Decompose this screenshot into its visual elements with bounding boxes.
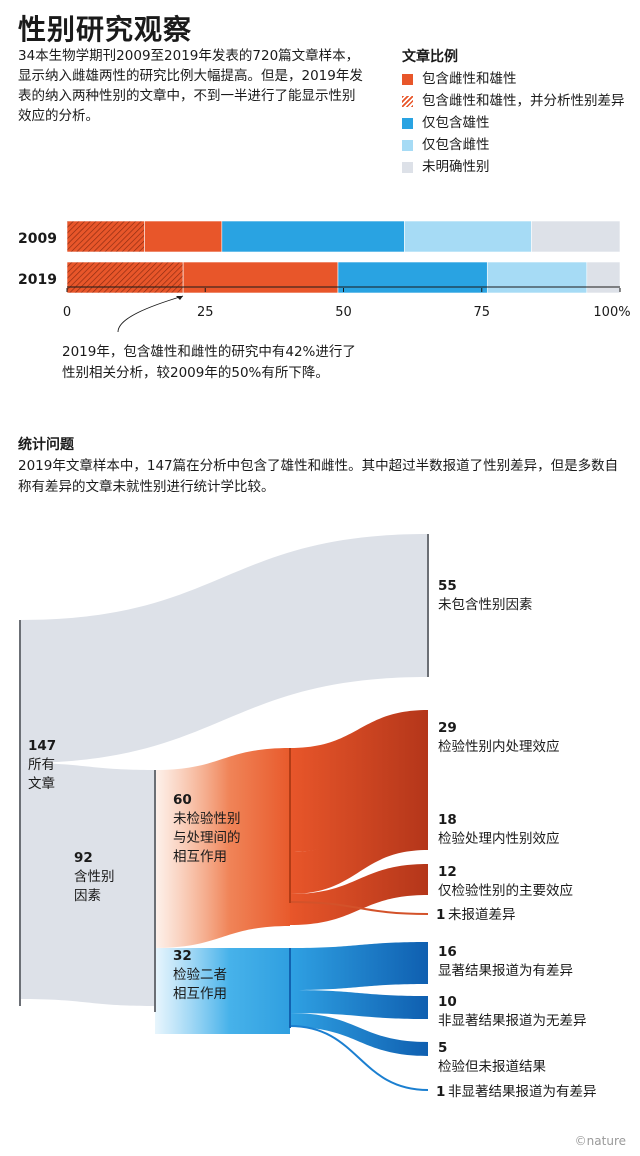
sankey-node-value: 147 xyxy=(28,738,56,754)
sankey-node-value: 60 xyxy=(173,792,192,808)
sankey-link-a2 xyxy=(290,808,428,894)
legend-swatch xyxy=(402,162,413,173)
annotation-line: 2019年，包含雄性和雌性的研究中有42%进行了 xyxy=(62,344,356,360)
sankey-label-line: 相互作用 xyxy=(173,986,227,1002)
sankey-node-value: 1 xyxy=(436,1084,445,1100)
legend-label: 仅包含雌性 xyxy=(422,137,490,153)
sankey-link-unincluded xyxy=(20,534,428,763)
sankey-node-label: 检验但未报道结果 xyxy=(438,1059,546,1075)
sankey-link-b2 xyxy=(290,990,428,1019)
sankey-node-label: 检验处理内性别效应 xyxy=(438,830,560,847)
sankey-link-a4 xyxy=(289,901,429,915)
sankey-label-line: 检验性别内处理效应 xyxy=(438,738,560,755)
bar-segment xyxy=(221,220,405,253)
bar-segment xyxy=(66,261,184,294)
sankey-node-value: 29 xyxy=(438,720,457,736)
sankey-link-b3 xyxy=(290,1013,428,1056)
sankey-node-value: 1 xyxy=(436,907,445,923)
legend-label: 包含雌性和雄性，并分析性别差异 xyxy=(422,93,625,109)
x-tick-label: 100% xyxy=(593,305,630,320)
sankey-link-interaction xyxy=(155,948,290,1034)
sankey-node-label: 含性别因素 xyxy=(74,869,115,904)
sankey-node-label: 未检验性别与处理间的相互作用 xyxy=(173,811,241,865)
sankey-link-b1 xyxy=(290,942,428,990)
x-tick-label: 0 xyxy=(63,305,71,320)
sankey-label-line: 未包含性别因素 xyxy=(438,597,533,613)
sankey-link-no-interaction xyxy=(155,748,290,948)
sankey-node-label: 非显著结果报道为无差异 xyxy=(438,1013,587,1029)
legend-item: 包含雌性和雄性，并分析性别差异 xyxy=(402,92,632,111)
nature-credit: ©nature xyxy=(574,1134,626,1148)
sankey-node-value: 92 xyxy=(74,850,93,866)
sankey-label-line: 因素 xyxy=(74,888,101,904)
legend-swatch xyxy=(402,96,413,107)
bar-category-label: 2009 xyxy=(18,231,57,247)
sankey-label-line: 未检验性别 xyxy=(173,811,241,827)
bar-segment xyxy=(586,261,621,294)
sankey-node-label: 仅检验性别的主要效应 xyxy=(438,882,573,899)
section-subtitle: 2019年文章样本中，147篇在分析中包含了雄性和雌性。其中超过半数报道了性别差… xyxy=(18,458,619,495)
x-tick-label: 50 xyxy=(335,305,352,320)
sankey-label-line: 检验二者 xyxy=(173,967,227,983)
sankey-label-line: 文章 xyxy=(28,775,55,792)
annotation-text: 2019年，包含雄性和雌性的研究中有42%进行了性别相关分析，较2009年的50… xyxy=(62,344,356,381)
section-title: 统计问题 xyxy=(18,437,74,453)
bar-segment xyxy=(486,261,588,294)
sankey-label-line: 相互作用 xyxy=(173,849,227,865)
bar-segment xyxy=(182,261,339,294)
sankey-node-value: 5 xyxy=(438,1040,447,1056)
legend-label: 仅包含雄性 xyxy=(422,115,490,131)
legend-item: 仅包含雌性 xyxy=(402,136,632,155)
bar-segment xyxy=(66,220,145,253)
legend-swatch xyxy=(402,74,413,85)
sankey-label-line: 检验处理内性别效应 xyxy=(438,830,560,847)
x-tick-label: 25 xyxy=(197,305,214,320)
sankey-node-value: 12 xyxy=(438,864,457,880)
sankey-node-label: 未报道差异 xyxy=(448,907,516,923)
legend-swatch xyxy=(402,118,413,129)
legend-label: 包含雌性和雄性 xyxy=(422,71,517,87)
sankey-node-value: 10 xyxy=(438,994,457,1010)
sankey-node-label: 检验性别内处理效应 xyxy=(438,738,560,755)
legend-item: 仅包含雄性 xyxy=(402,114,632,133)
intro-text: 34本生物学期刊2009至2019年发表的720篇文章样本，显示纳入雌雄两性的研… xyxy=(18,48,363,124)
sankey-node-label: 非显著结果报道为有差异 xyxy=(448,1084,597,1100)
legend-label: 未明确性别 xyxy=(422,159,490,175)
sankey-node-label: 显著结果报道为有差异 xyxy=(438,963,573,979)
sankey-node-value: 55 xyxy=(438,578,457,594)
sankey-node-value: 32 xyxy=(173,948,192,964)
x-tick-label: 75 xyxy=(473,305,490,320)
sankey-label-line: 仅检验性别的主要效应 xyxy=(438,882,573,899)
sankey-link-a3 xyxy=(290,864,428,925)
sankey-node-label: 检验二者相互作用 xyxy=(173,967,227,1002)
bar-category-label: 2019 xyxy=(18,272,57,288)
annotation-line: 性别相关分析，较2009年的50%有所下降。 xyxy=(62,365,329,381)
sankey-label-line: 含性别 xyxy=(74,869,115,885)
sankey-link-sex-factor xyxy=(20,763,155,1006)
annotation-pointer xyxy=(117,295,184,333)
bar-segment xyxy=(531,220,621,253)
bar-segment xyxy=(404,220,532,253)
sankey-node-value: 16 xyxy=(438,944,457,960)
chart-title: 性别研究观察 xyxy=(18,13,193,46)
sankey-node-value: 18 xyxy=(438,812,457,828)
legend: 文章比例 包含雌性和雄性包含雌性和雄性，并分析性别差异 仅包含雄性仅包含雌性未明确… xyxy=(402,46,632,180)
sankey-label-line: 与处理间的 xyxy=(173,830,241,846)
bar-segment xyxy=(144,220,223,253)
sankey-link-b4 xyxy=(289,1025,429,1091)
legend-item: 未明确性别 xyxy=(402,158,632,177)
sankey-label-line: 检验但未报道结果 xyxy=(438,1059,546,1075)
legend-item: 包含雌性和雄性 xyxy=(402,70,632,89)
legend-items: 包含雌性和雄性包含雌性和雄性，并分析性别差异 仅包含雄性仅包含雌性未明确性别 xyxy=(402,70,632,177)
sankey-node-label: 未包含性别因素 xyxy=(438,597,533,613)
sankey-label-line: 显著结果报道为有差异 xyxy=(438,963,573,979)
legend-swatch xyxy=(402,140,413,151)
annotation-arrowhead xyxy=(176,296,183,300)
sankey-node-label: 所有文章 xyxy=(28,757,55,792)
bar-segment xyxy=(337,261,488,294)
legend-title: 文章比例 xyxy=(402,49,458,65)
sankey-label-line: 非显著结果报道为无差异 xyxy=(438,1013,587,1029)
sankey-label-line: 所有 xyxy=(28,757,55,773)
